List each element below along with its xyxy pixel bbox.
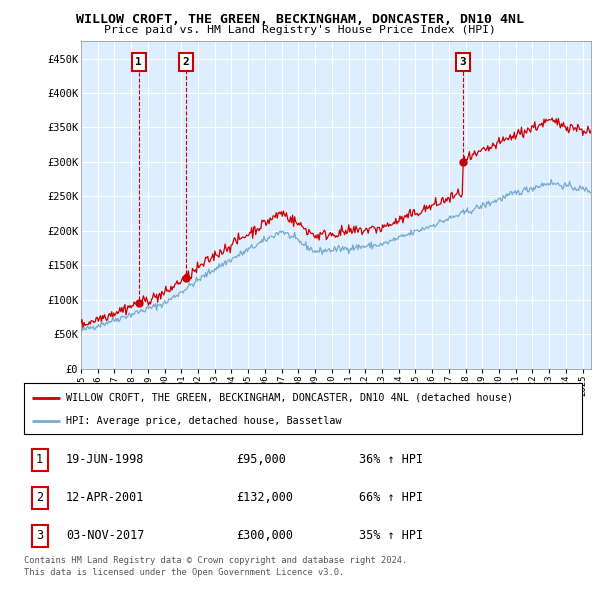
Text: 1: 1 <box>36 453 43 466</box>
Text: 2: 2 <box>36 491 43 504</box>
Text: 3: 3 <box>36 529 43 542</box>
Text: 35% ↑ HPI: 35% ↑ HPI <box>359 529 423 542</box>
Text: WILLOW CROFT, THE GREEN, BECKINGHAM, DONCASTER, DN10 4NL: WILLOW CROFT, THE GREEN, BECKINGHAM, DON… <box>76 13 524 26</box>
Text: 3: 3 <box>460 57 466 67</box>
Text: Contains HM Land Registry data © Crown copyright and database right 2024.: Contains HM Land Registry data © Crown c… <box>24 556 407 565</box>
Text: Price paid vs. HM Land Registry's House Price Index (HPI): Price paid vs. HM Land Registry's House … <box>104 25 496 35</box>
Text: 19-JUN-1998: 19-JUN-1998 <box>66 453 144 466</box>
Text: This data is licensed under the Open Government Licence v3.0.: This data is licensed under the Open Gov… <box>24 568 344 576</box>
Text: 2: 2 <box>182 57 190 67</box>
Text: 36% ↑ HPI: 36% ↑ HPI <box>359 453 423 466</box>
Text: 03-NOV-2017: 03-NOV-2017 <box>66 529 144 542</box>
Text: 1: 1 <box>136 57 142 67</box>
Text: 66% ↑ HPI: 66% ↑ HPI <box>359 491 423 504</box>
Text: £95,000: £95,000 <box>236 453 286 466</box>
Text: HPI: Average price, detached house, Bassetlaw: HPI: Average price, detached house, Bass… <box>66 416 341 426</box>
Text: £132,000: £132,000 <box>236 491 293 504</box>
Text: 12-APR-2001: 12-APR-2001 <box>66 491 144 504</box>
Text: WILLOW CROFT, THE GREEN, BECKINGHAM, DONCASTER, DN10 4NL (detached house): WILLOW CROFT, THE GREEN, BECKINGHAM, DON… <box>66 392 513 402</box>
Text: £300,000: £300,000 <box>236 529 293 542</box>
